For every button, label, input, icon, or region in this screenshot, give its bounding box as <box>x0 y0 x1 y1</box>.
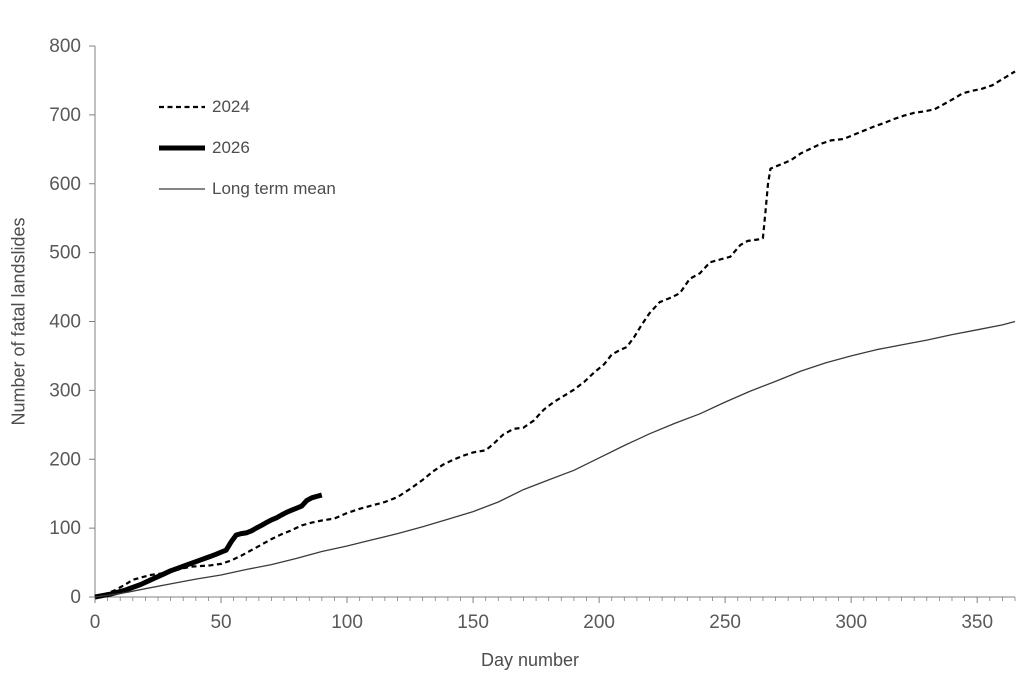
y-tick-label: 100 <box>49 518 81 539</box>
x-tick-label: 300 <box>835 612 867 633</box>
legend-item-2026: 2026 <box>158 127 336 168</box>
y-tick-label: 600 <box>49 174 81 195</box>
series-line-2024 <box>94 70 1016 599</box>
x-tick-label: 100 <box>331 612 363 633</box>
legend: 2024 2026 Long term mean <box>158 86 336 209</box>
legend-sample-line <box>159 145 205 150</box>
legend-item-long-term-mean: Long term mean <box>158 168 336 209</box>
x-tick-label: 350 <box>961 612 993 633</box>
legend-item-2024: 2024 <box>158 86 336 127</box>
legend-label: 2024 <box>212 96 250 116</box>
x-tick-label: 250 <box>709 612 741 633</box>
x-tick-label: 0 <box>90 612 101 633</box>
x-tick-label: 200 <box>583 612 615 633</box>
series-line-long-term-mean <box>94 320 1016 598</box>
legend-label: 2026 <box>212 137 250 157</box>
y-tick-label: 400 <box>49 312 81 333</box>
y-tick-label: 800 <box>49 36 81 57</box>
legend-sample-line <box>159 187 205 190</box>
y-tick-label: 300 <box>49 380 81 401</box>
legend-label: Long term mean <box>212 178 336 198</box>
y-tick-label: 200 <box>49 449 81 470</box>
legend-sample-line <box>159 105 205 108</box>
y-tick-label: 500 <box>49 243 81 264</box>
y-tick-label: 0 <box>70 587 81 608</box>
y-tick-label: 700 <box>49 105 81 126</box>
x-tick-label: 50 <box>210 612 231 633</box>
x-axis-title: Day number <box>480 650 580 670</box>
series-line-2026 <box>94 492 323 600</box>
x-tick-label: 150 <box>457 612 489 633</box>
